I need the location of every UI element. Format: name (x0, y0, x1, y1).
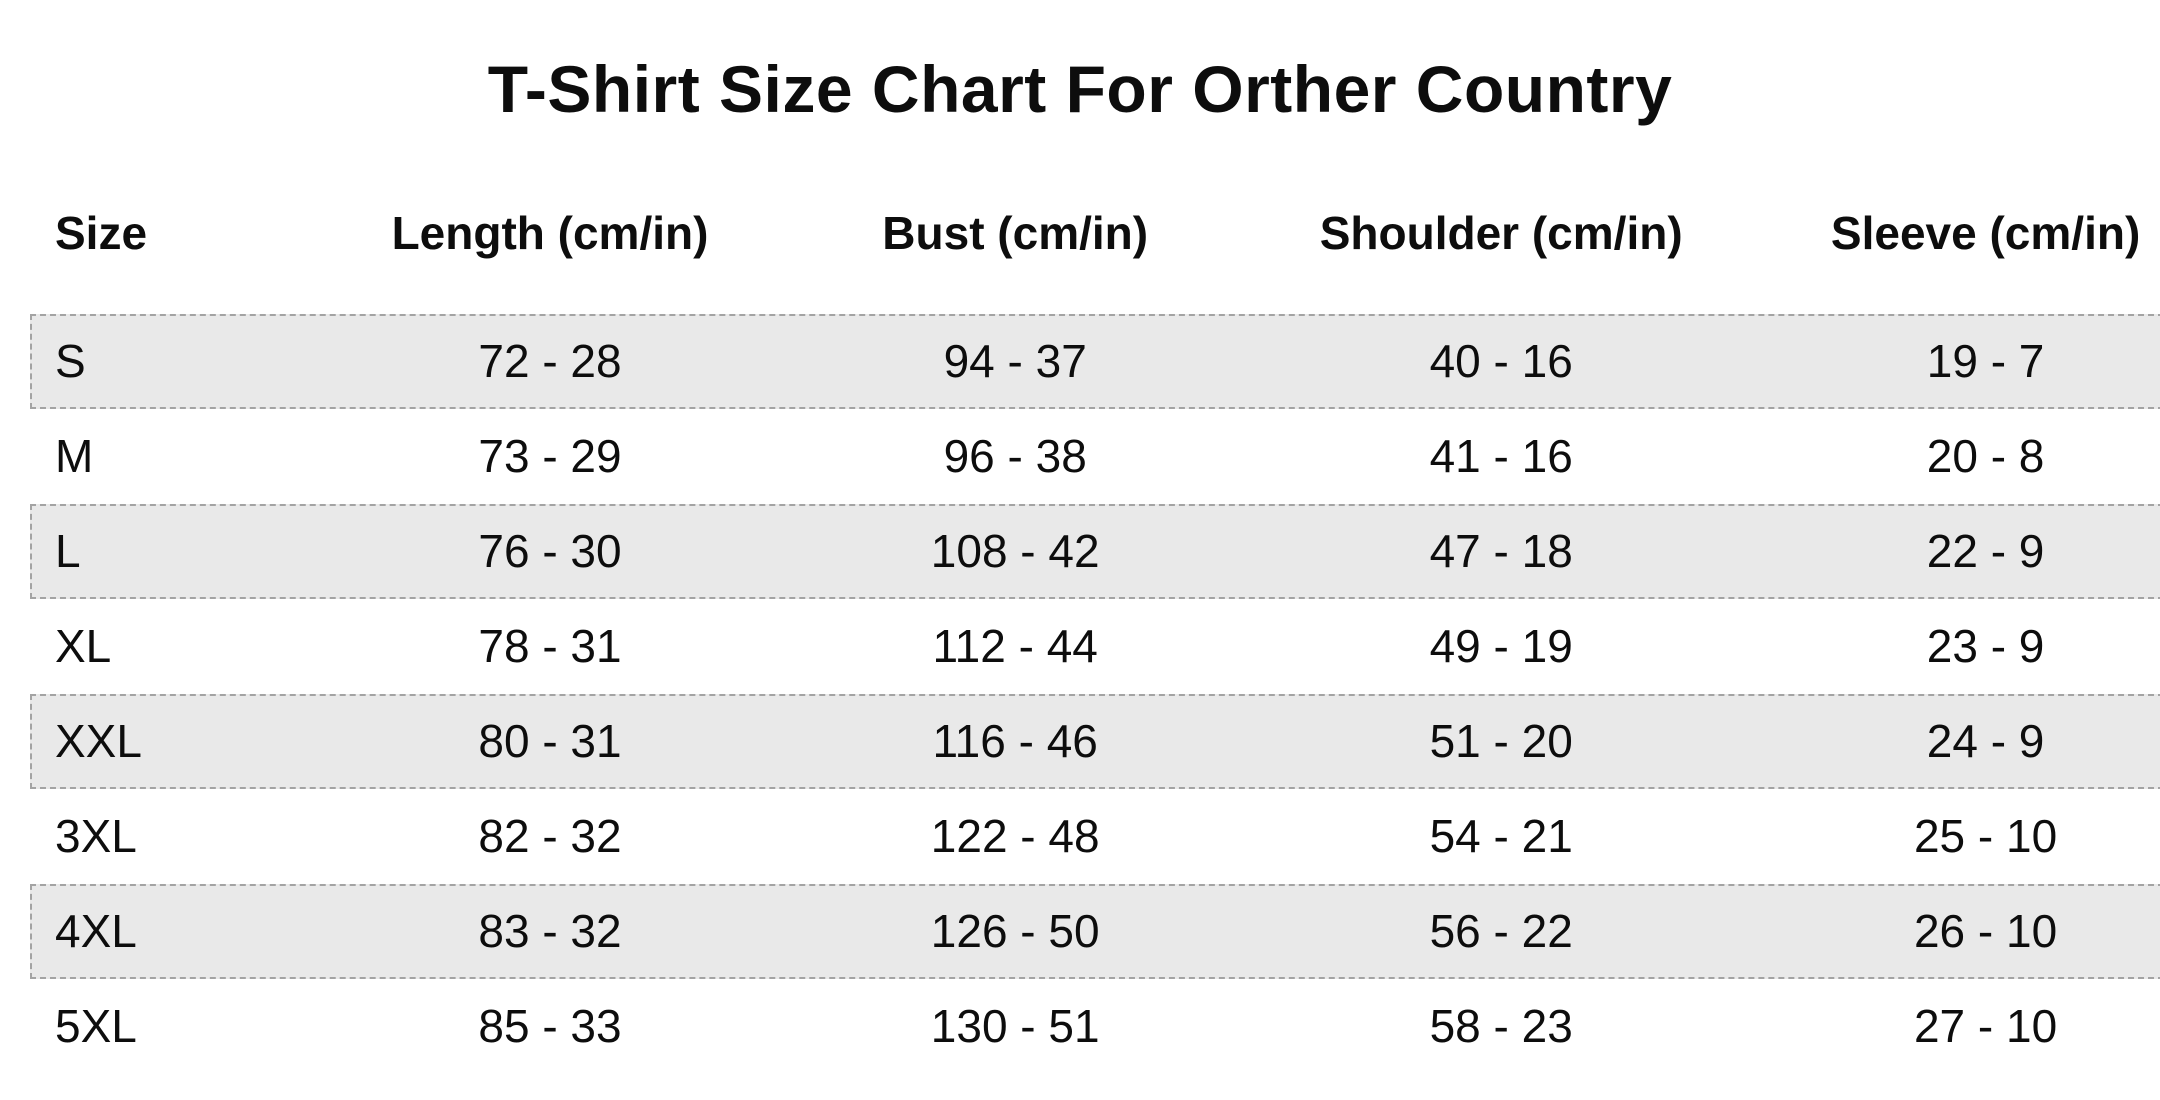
table-row: 4XL 83 - 32 126 - 50 56 - 22 26 - 10 (0, 883, 2160, 979)
cell-size: 4XL (55, 905, 137, 958)
cell-sleeve: 23 - 9 (1926, 620, 2045, 673)
table-row: 3XL 82 - 32 122 - 48 54 - 21 25 - 10 (0, 789, 2160, 884)
cell-bust: 112 - 44 (932, 620, 1098, 673)
cell-shoulder: 49 - 19 (1429, 620, 1573, 673)
table-row: XL 78 - 31 112 - 44 49 - 19 23 - 9 (0, 599, 2160, 694)
table-row: M 73 - 29 96 - 38 41 - 16 20 - 8 (0, 409, 2160, 504)
page-title: T-Shirt Size Chart For Orther Country (487, 52, 1673, 126)
cell-length: 73 - 29 (478, 430, 622, 483)
cell-size: XXL (55, 715, 142, 768)
column-header-bust: Bust (cm/in) (882, 206, 1149, 259)
cell-length: 83 - 32 (478, 905, 622, 958)
cell-sleeve: 19 - 7 (1926, 335, 2045, 388)
cell-length: 80 - 31 (478, 715, 622, 768)
table-rows: S 72 - 28 94 - 37 40 - 16 19 - 7 M 73 - … (0, 313, 2160, 1074)
column-header-length: Length (cm/in) (391, 206, 709, 259)
cell-size: S (55, 335, 86, 388)
cell-sleeve: 27 - 10 (1913, 1000, 2058, 1053)
table-row: XXL 80 - 31 116 - 46 51 - 20 24 - 9 (0, 693, 2160, 789)
cell-bust: 122 - 48 (930, 810, 1100, 863)
cell-size: M (55, 430, 94, 483)
cell-bust: 116 - 46 (932, 715, 1098, 768)
table-row: S 72 - 28 94 - 37 40 - 16 19 - 7 (0, 313, 2160, 409)
size-table: Size Length (cm/in) Bust (cm/in) Shoulde… (0, 188, 2160, 1074)
cell-shoulder: 58 - 23 (1429, 1000, 1573, 1053)
cell-shoulder: 54 - 21 (1429, 810, 1573, 863)
cell-bust: 94 - 37 (943, 335, 1087, 388)
cell-shoulder: 40 - 16 (1429, 335, 1573, 388)
table-header-row: Size Length (cm/in) Bust (cm/in) Shoulde… (0, 188, 2160, 278)
cell-shoulder: 56 - 22 (1429, 905, 1573, 958)
cell-length: 85 - 33 (478, 1000, 622, 1053)
cell-sleeve: 25 - 10 (1913, 810, 2058, 863)
cell-shoulder: 51 - 20 (1429, 715, 1573, 768)
cell-sleeve: 22 - 9 (1926, 525, 2045, 578)
cell-sleeve: 20 - 8 (1926, 430, 2045, 483)
cell-length: 78 - 31 (478, 620, 622, 673)
cell-sleeve: 24 - 9 (1926, 715, 2045, 768)
cell-bust: 96 - 38 (943, 430, 1087, 483)
column-header-size: Size (55, 206, 148, 259)
cell-length: 76 - 30 (478, 525, 622, 578)
cell-shoulder: 47 - 18 (1429, 525, 1573, 578)
cell-size: 3XL (55, 810, 137, 863)
table-row: 5XL 85 - 33 130 - 51 58 - 23 27 - 10 (0, 979, 2160, 1074)
cell-bust: 126 - 50 (930, 905, 1100, 958)
cell-length: 82 - 32 (478, 810, 622, 863)
column-header-sleeve: Sleeve (cm/in) (1830, 206, 2141, 259)
cell-size: L (55, 525, 81, 578)
cell-length: 72 - 28 (478, 335, 622, 388)
column-header-shoulder: Shoulder (cm/in) (1319, 206, 1683, 259)
cell-shoulder: 41 - 16 (1429, 430, 1573, 483)
table-row: L 76 - 30 108 - 42 47 - 18 22 - 9 (0, 503, 2160, 599)
cell-sleeve: 26 - 10 (1913, 905, 2058, 958)
cell-bust: 130 - 51 (930, 1000, 1100, 1053)
cell-size: XL (55, 620, 112, 673)
cell-size: 5XL (55, 1000, 137, 1053)
cell-bust: 108 - 42 (930, 525, 1100, 578)
